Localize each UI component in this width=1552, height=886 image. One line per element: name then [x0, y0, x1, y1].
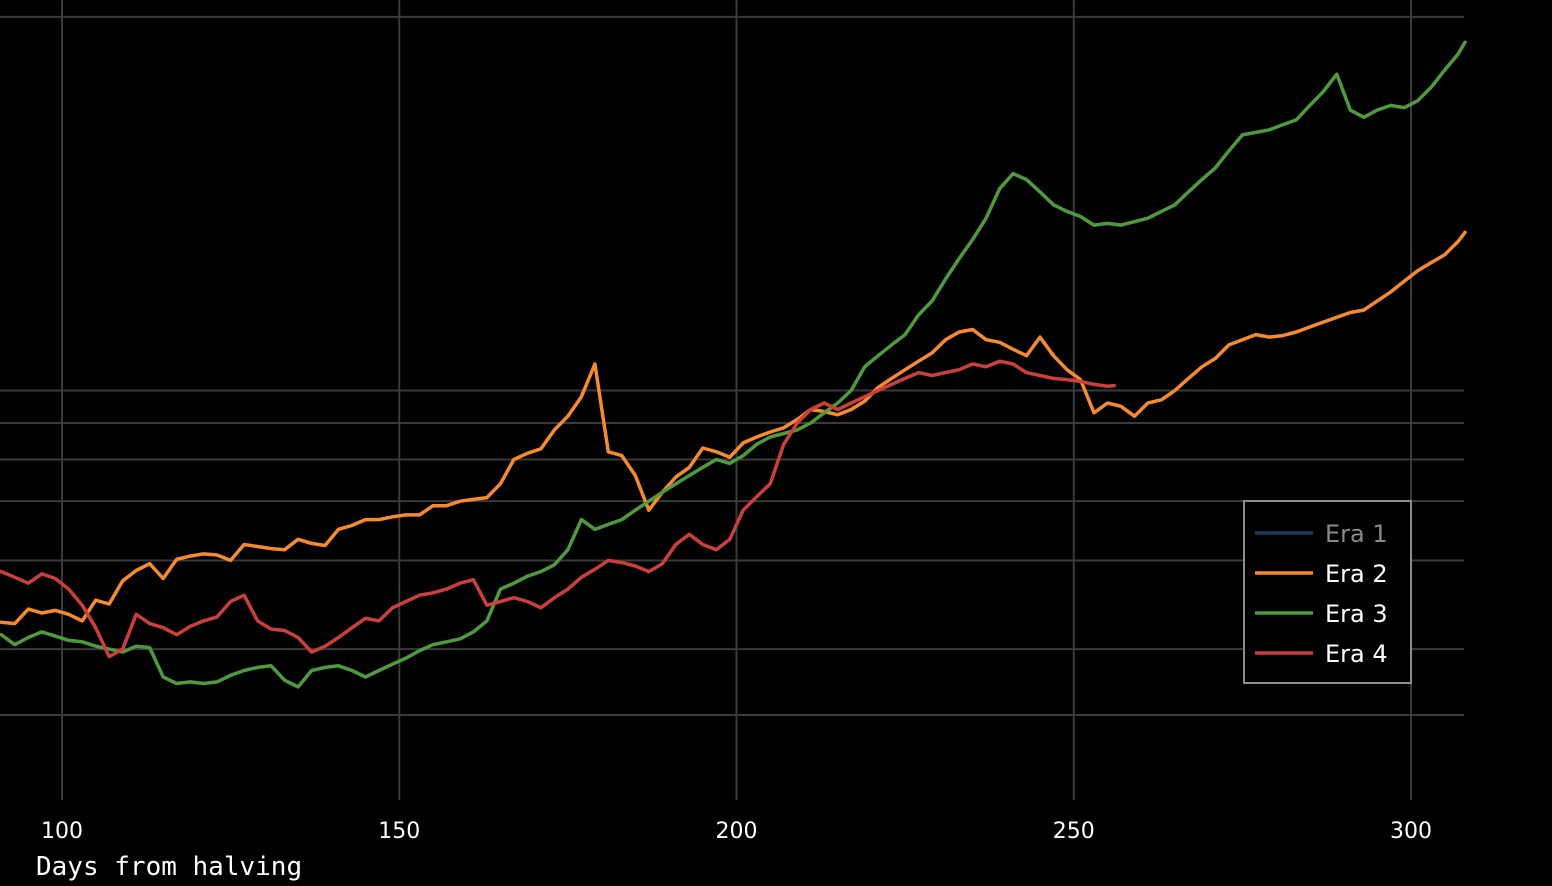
legend-label: Era 4 — [1325, 640, 1388, 668]
x-tick-label: 250 — [1053, 819, 1095, 844]
grid — [0, 0, 1464, 800]
legend-item-era-3[interactable]: Era 3 — [1255, 600, 1388, 628]
legend-label: Era 2 — [1325, 560, 1388, 588]
legend-item-era-2[interactable]: Era 2 — [1255, 560, 1388, 588]
legend-item-era-4[interactable]: Era 4 — [1255, 640, 1388, 668]
series-line-era-2 — [0, 230, 1467, 626]
x-tick-label: 300 — [1390, 819, 1432, 844]
x-tick-label: 100 — [41, 819, 83, 844]
series-line-era-4 — [0, 359, 1116, 659]
legend[interactable]: Era 1 Era 2 Era 3 Era 4 — [1243, 500, 1412, 684]
x-axis-title: Days from halving — [36, 852, 302, 882]
legend-label: Era 1 — [1325, 520, 1388, 548]
x-tick-label: 200 — [716, 819, 758, 844]
series-lines — [0, 40, 1467, 689]
legend-label: Era 3 — [1325, 600, 1388, 628]
legend-item-era-1[interactable]: Era 1 — [1255, 520, 1388, 548]
series-line-era-3 — [0, 40, 1467, 689]
x-axis: 100 150 200 250 300 — [41, 819, 1432, 844]
x-tick-label: 150 — [378, 819, 420, 844]
